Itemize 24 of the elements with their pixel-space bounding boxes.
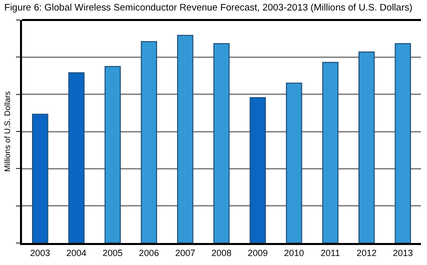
chart-title: Figure 6: Global Wireless Semiconductor Revenue Forecast, 2003-2013 (Millions of U.S. Dollars): [4, 2, 412, 14]
bar: [104, 66, 121, 243]
x-tick-label: 2011: [320, 248, 340, 258]
x-tick-label: 2013: [392, 248, 413, 258]
x-tick-label: 2006: [138, 248, 159, 258]
y-axis-title: Millions of U.S. Dollars: [3, 91, 12, 172]
x-tick-label: 2004: [66, 248, 86, 258]
bar: [322, 62, 338, 243]
x-tick-label: 2010: [284, 248, 304, 258]
bar: [358, 51, 375, 243]
x-tick-label: 2012: [356, 248, 377, 258]
bar: [286, 82, 302, 243]
bar: [68, 72, 85, 243]
bar: [213, 43, 230, 243]
bar: [140, 41, 158, 243]
x-tick-label: 2009: [248, 248, 268, 258]
x-tick-label: 2008: [211, 248, 232, 258]
bar: [394, 43, 411, 243]
bar: [32, 114, 48, 243]
x-tick-label: 2007: [175, 248, 196, 258]
x-tick-label: 2003: [30, 248, 50, 258]
bar: [177, 34, 194, 243]
bar: [250, 97, 266, 243]
x-tick-label: 2005: [102, 248, 123, 258]
